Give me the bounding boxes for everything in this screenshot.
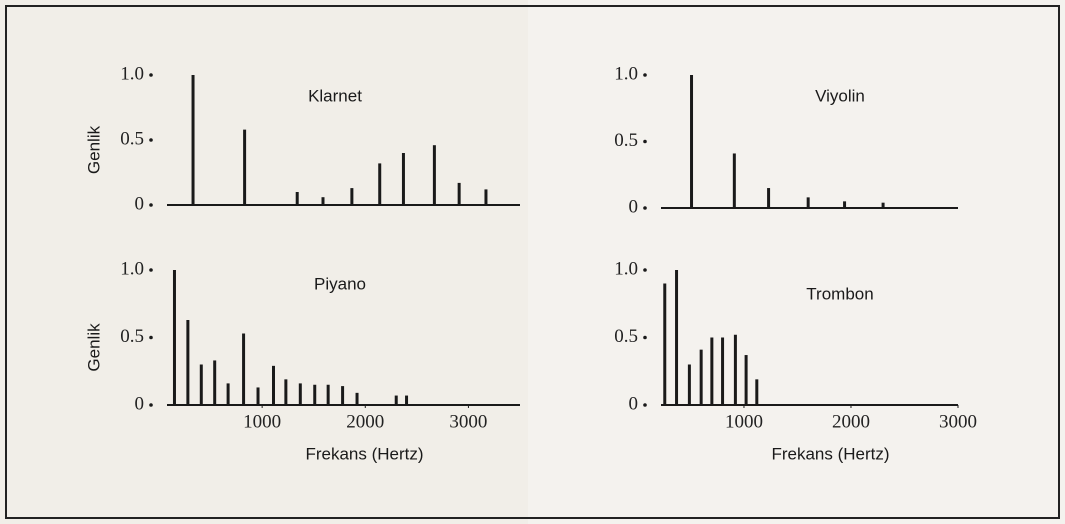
y-tick-label: 1.0 (120, 258, 144, 279)
x-tick-label: 1000 (725, 411, 763, 432)
y-tick-mark (149, 403, 153, 407)
y-tick-label: 0 (629, 196, 639, 217)
y-tick-mark (643, 403, 647, 407)
figure: Klarnet Genlik 0 0.5 1.0 Viyolin 0 0.5 1.0 Piyano… (0, 0, 1065, 524)
y-tick-mark (149, 268, 153, 272)
y-tick-label: 0.5 (120, 128, 144, 149)
y-tick-label: 1.0 (614, 258, 638, 279)
y-tick-label: 0.5 (614, 130, 638, 151)
y-tick-mark (149, 203, 153, 207)
x-tick-label: 2000 (832, 411, 870, 432)
y-tick-mark (149, 336, 153, 340)
y-tick-mark (643, 268, 647, 272)
y-tick-label: 1.0 (614, 63, 638, 84)
x-tick-label: 2000 (346, 411, 384, 432)
y-tick-label: 0 (135, 193, 145, 214)
x-tick-label: 3000 (939, 411, 977, 432)
x-axis-label: Frekans (Hertz) (305, 444, 423, 463)
y-tick-label: 0 (629, 393, 639, 414)
chart-title: Klarnet (308, 86, 362, 105)
y-tick-mark (149, 73, 153, 77)
y-tick-label: 0.5 (614, 326, 638, 347)
x-tick-label: 1000 (243, 411, 281, 432)
x-tick-label: 3000 (449, 411, 487, 432)
y-tick-label: 1.0 (120, 63, 144, 84)
y-tick-label: 0.5 (120, 326, 144, 347)
chart-title: Viyolin (815, 86, 865, 105)
y-tick-mark (643, 336, 647, 340)
y-axis-label: Genlik (84, 323, 103, 372)
chart-title: Trombon (806, 284, 873, 303)
y-tick-mark (149, 138, 153, 142)
y-tick-label: 0 (135, 393, 145, 414)
y-axis-label: Genlik (84, 125, 103, 174)
y-tick-mark (643, 73, 647, 77)
chart-title: Piyano (314, 274, 366, 293)
x-axis-label: Frekans (Hertz) (771, 444, 889, 463)
y-tick-mark (643, 206, 647, 210)
y-tick-mark (643, 140, 647, 144)
